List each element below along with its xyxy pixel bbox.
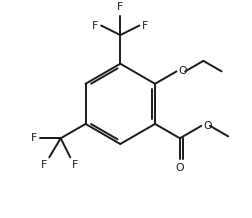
Text: O: O	[178, 66, 186, 76]
Text: F: F	[30, 133, 37, 143]
Text: F: F	[72, 160, 78, 170]
Text: F: F	[142, 20, 148, 31]
Text: F: F	[92, 20, 98, 31]
Text: F: F	[41, 160, 47, 170]
Text: F: F	[117, 2, 123, 12]
Text: O: O	[175, 163, 183, 173]
Text: O: O	[203, 121, 211, 131]
